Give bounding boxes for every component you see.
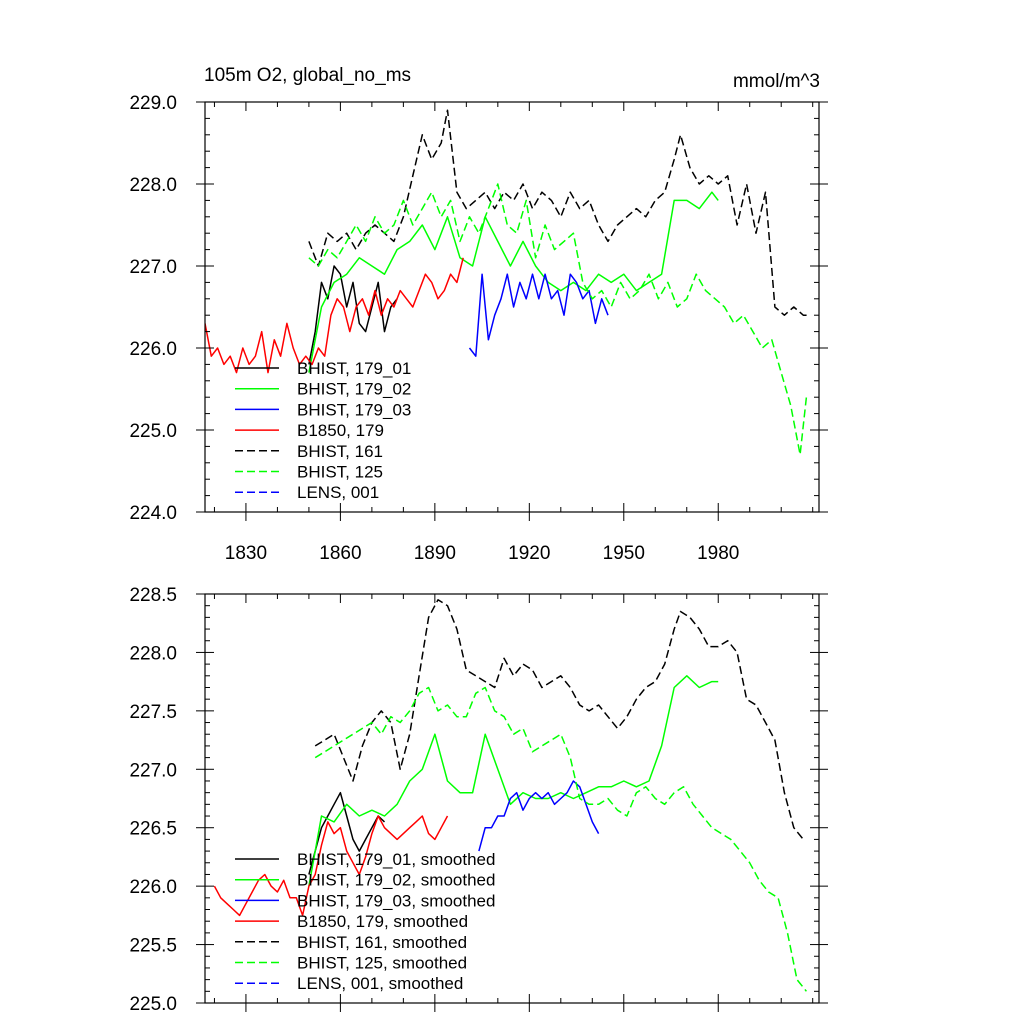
series-line-0 (308, 265, 398, 365)
legend-label: BHIST, 125 (297, 463, 383, 482)
y-tick-label: 227.0 (129, 257, 177, 278)
series-line-4 (314, 599, 804, 840)
y-tick-label: 228.0 (129, 643, 177, 664)
y-tick-label: 225.0 (129, 994, 177, 1015)
series-line-3 (205, 257, 464, 374)
x-tick-label: 1830 (225, 543, 267, 564)
y-tick-label: 226.5 (129, 819, 177, 840)
legend-label: BHIST, 179_02 (297, 380, 411, 399)
x-tick-label: 1890 (414, 543, 456, 564)
y-tick-label: 226.0 (129, 339, 177, 360)
legend-label: LENS, 001, smoothed (297, 974, 463, 993)
y-tick-label: 224.0 (129, 503, 177, 524)
series-line-0 (308, 791, 386, 875)
legend-label: BHIST, 179_03 (297, 400, 411, 419)
legend-label: BHIST, 179_03, smoothed (297, 891, 495, 910)
y-tick-label: 227.0 (129, 760, 177, 781)
x-tick-label: 1950 (603, 543, 645, 564)
legend-label: BHIST, 179_02, smoothed (297, 871, 495, 890)
series-line-5 (314, 686, 807, 992)
series-line-2 (468, 273, 609, 357)
series-line-1 (308, 191, 719, 373)
x-tick-label: 1860 (319, 543, 361, 564)
legend-label: BHIST, 179_01, smoothed (297, 850, 495, 869)
legend-label: LENS, 001 (297, 483, 379, 502)
y-tick-label: 227.5 (129, 702, 177, 723)
legend-label: BHIST, 161 (297, 442, 383, 461)
legend-label: BHIST, 125, smoothed (297, 954, 467, 973)
y-tick-label: 228.0 (129, 175, 177, 196)
legend: BHIST, 179_01, smoothed BHIST, 179_02, sm… (235, 850, 495, 993)
legend-label: BHIST, 179_01 (297, 359, 411, 378)
bottom-panel-smoothed: 225.0 225.5 226.0 226.5 227.0 227.5 228.0 228.5… (129, 585, 828, 1015)
x-tick-label: 1920 (508, 543, 550, 564)
legend-label: BHIST, 161, smoothed (297, 933, 467, 952)
y-tick-label: 228.5 (129, 585, 177, 606)
series-line-3 (213, 815, 449, 917)
chart-title: 105m O2, global_no_ms (204, 65, 411, 86)
series-line-5 (308, 183, 808, 456)
top-panel-raw: 1830 1860 1890 1920 1950 1980 224.0 225.0 226.0 2… (129, 93, 828, 564)
series-line-2 (478, 780, 600, 852)
plot-frame (204, 593, 820, 1004)
y-tick-label: 229.0 (129, 93, 177, 114)
y-tick-label: 225.5 (129, 936, 177, 957)
legend-label: B1850, 179, smoothed (297, 912, 468, 931)
series-line-4 (308, 109, 810, 316)
plot-frame (204, 101, 820, 513)
series-line-1 (308, 675, 719, 887)
y-tick-label: 226.0 (129, 877, 177, 898)
x-tick-label: 1980 (697, 543, 739, 564)
y-tick-label: 225.0 (129, 421, 177, 442)
legend-label: B1850, 179 (297, 421, 384, 440)
units-label: mmol/m^3 (733, 71, 820, 92)
